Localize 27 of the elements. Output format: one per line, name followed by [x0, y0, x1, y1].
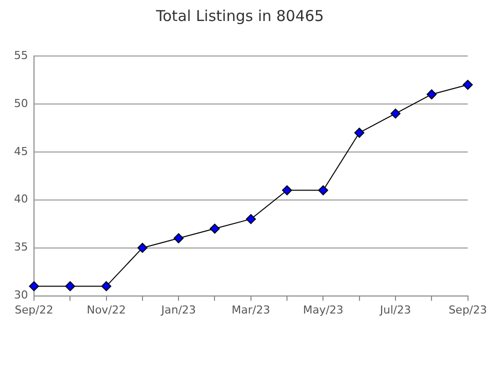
x-tick-label: Sep/22	[14, 303, 54, 316]
point	[282, 185, 292, 196]
point	[354, 128, 364, 138]
point	[390, 108, 400, 119]
y-tick-label: 45	[14, 144, 28, 158]
chart-title: Total Listings in 80465	[155, 6, 324, 25]
point	[318, 185, 328, 196]
y-tick-label: 40	[14, 192, 28, 206]
point	[462, 80, 473, 90]
point	[137, 242, 148, 253]
point	[65, 281, 76, 292]
y-tick-label: 35	[14, 240, 28, 254]
y-tick-label: 30	[14, 288, 28, 302]
point	[28, 281, 39, 292]
x-tick-label: Jan/23	[160, 303, 196, 316]
point	[101, 281, 112, 292]
y-tick-label: 50	[14, 96, 28, 110]
x-tick-label: May/23	[302, 303, 344, 316]
y-tick-label: 55	[14, 48, 28, 62]
x-tick-label: Sep/23	[448, 303, 487, 316]
point	[426, 89, 437, 100]
point	[174, 233, 184, 244]
point	[210, 224, 220, 234]
point	[246, 214, 256, 224]
x-tick-label: Nov/22	[86, 303, 126, 316]
x-tick-label: Mar/23	[232, 303, 270, 316]
x-tick-label: Jul/23	[378, 303, 411, 316]
